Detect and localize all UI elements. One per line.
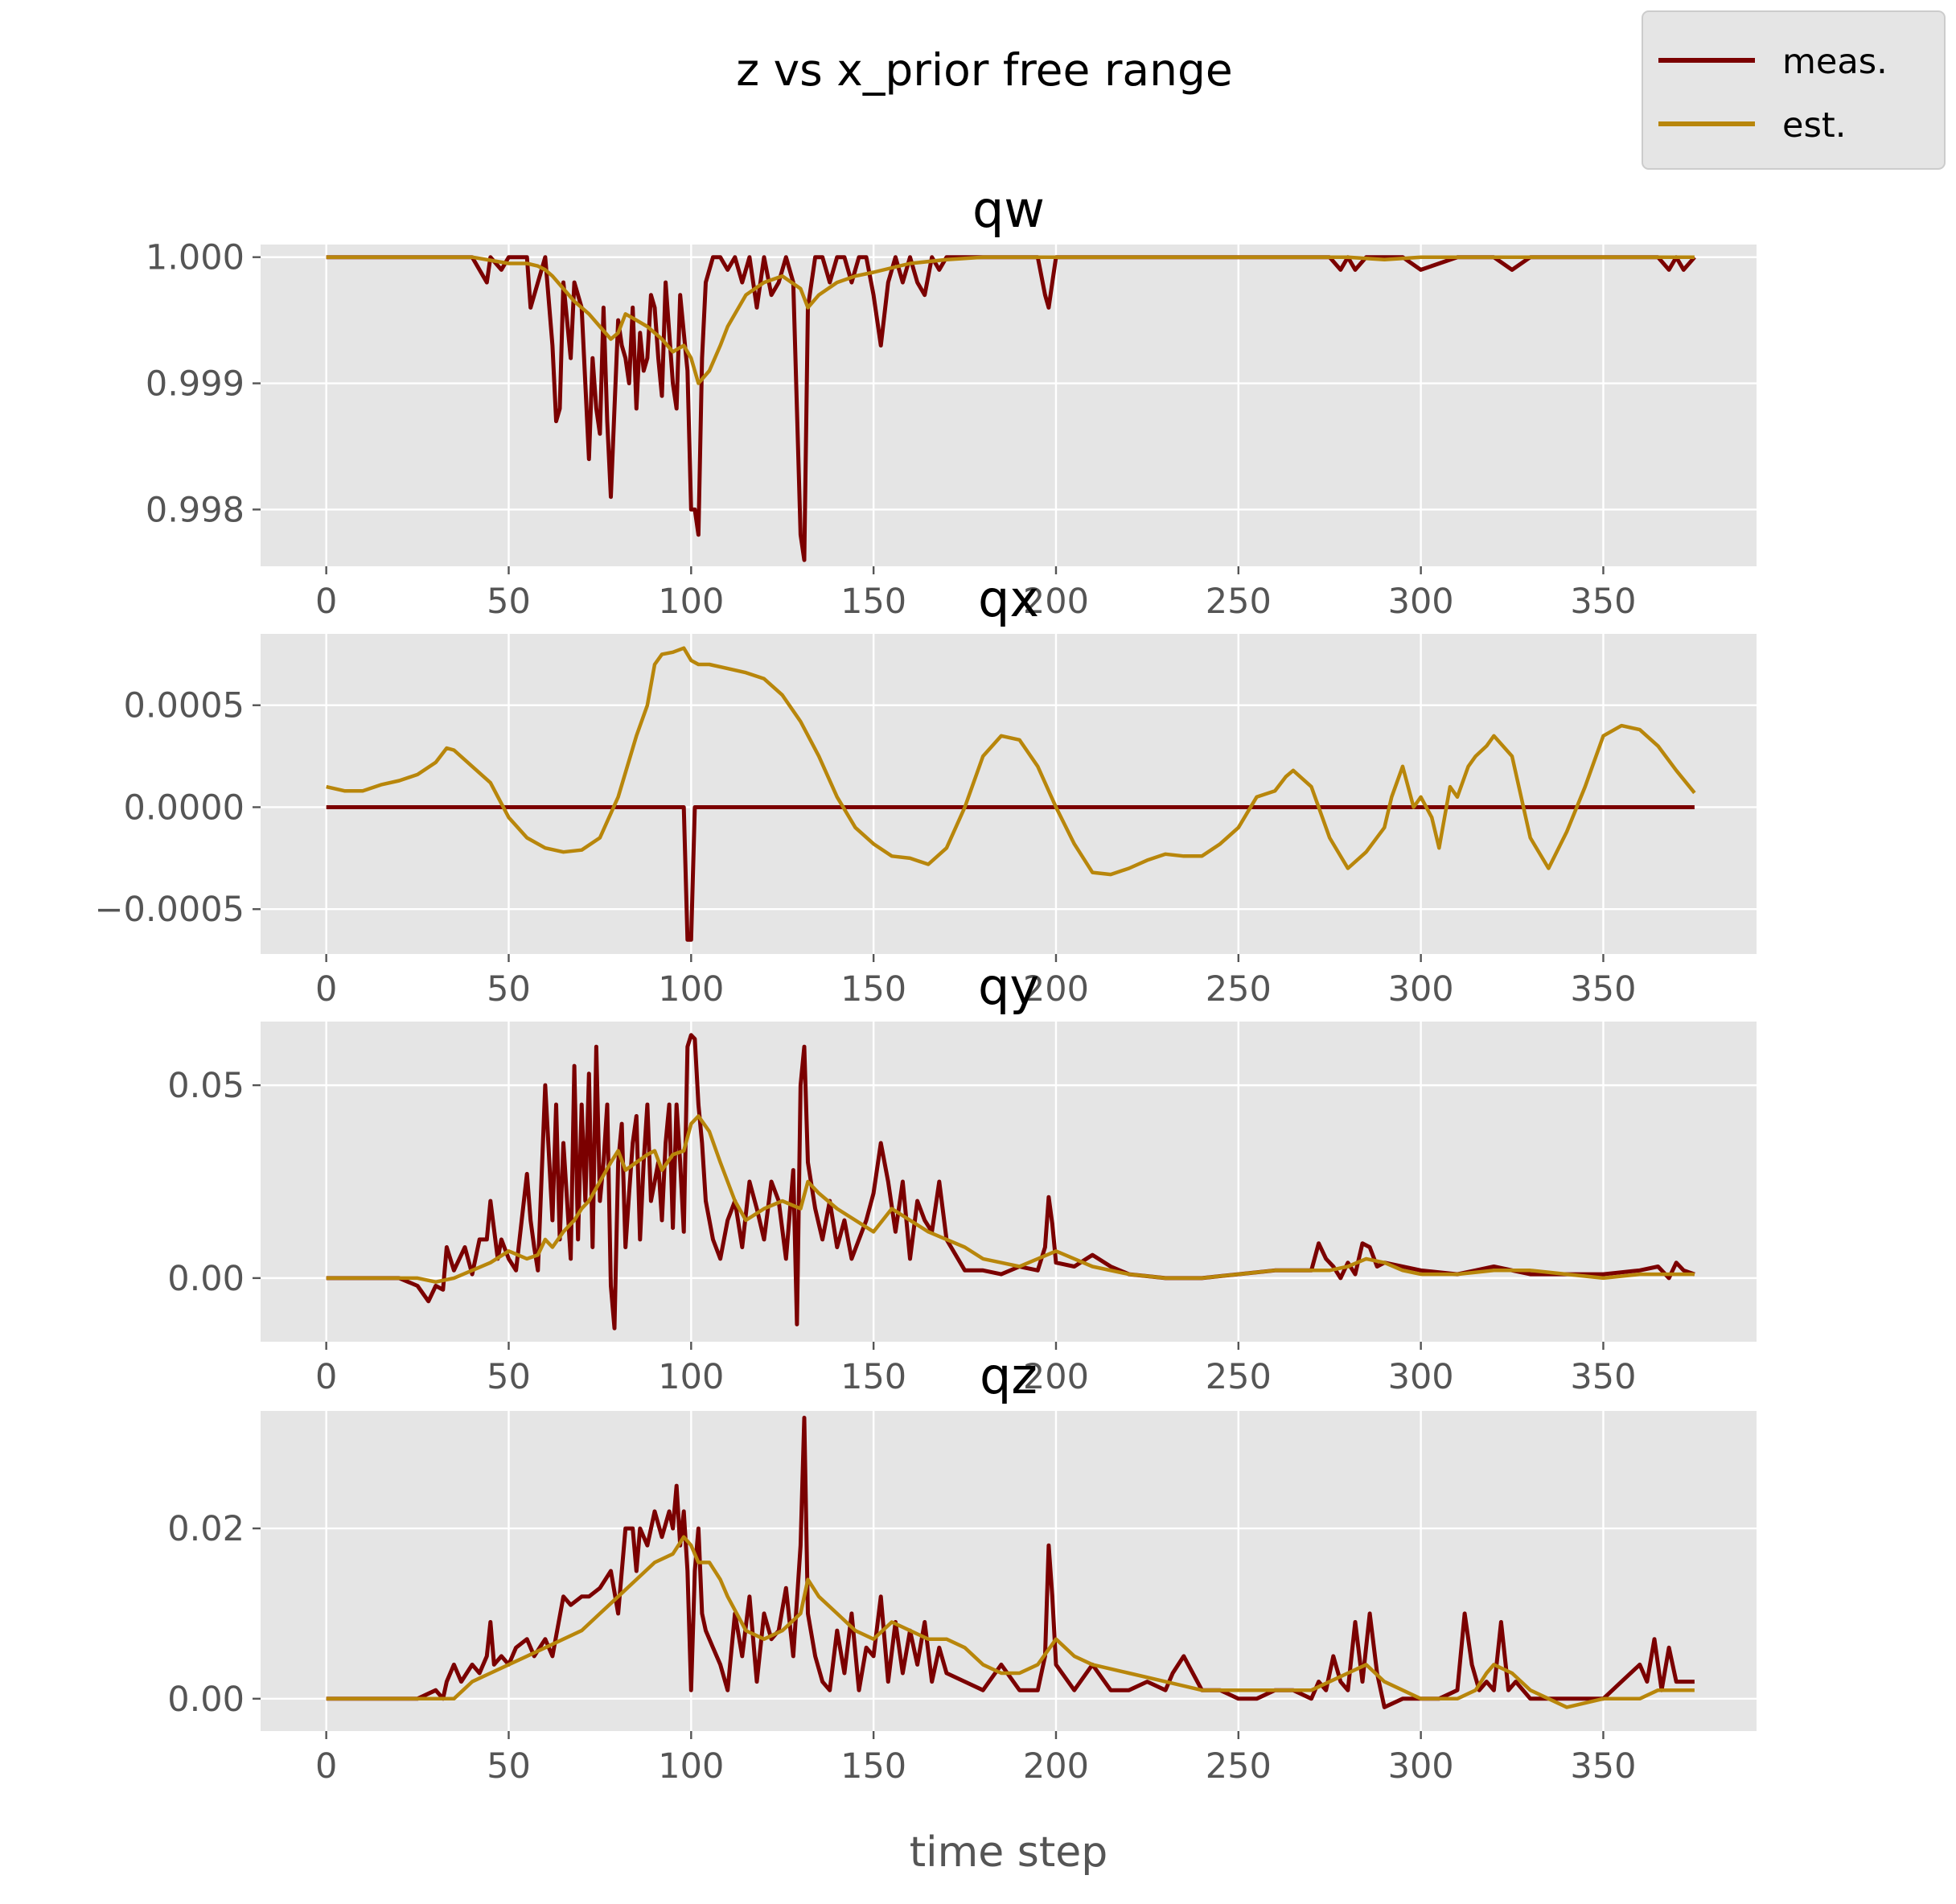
x-tick-label: 350 — [1570, 1357, 1636, 1397]
y-tick-label: 0.05 — [167, 1066, 244, 1106]
y-tick-label: −0.0005 — [95, 890, 245, 930]
subplot-title-qw: qw — [972, 180, 1045, 239]
plot-area-qy — [261, 1022, 1757, 1342]
x-tick-label: 350 — [1570, 582, 1636, 622]
y-tick-label: 1.000 — [146, 238, 244, 278]
x-tick-label: 100 — [658, 1357, 724, 1397]
x-axis-label: time step — [910, 1828, 1108, 1877]
x-tick-label: 100 — [658, 1746, 724, 1787]
x-tick-label: 250 — [1206, 1746, 1272, 1787]
x-tick-label: 250 — [1206, 969, 1272, 1010]
x-tick-label: 300 — [1388, 1357, 1454, 1397]
legend-label-est: est. — [1782, 105, 1846, 146]
subplot-qz: 0 50 100 150 200 250 300 350 0.00 0.02 qz — [167, 1347, 1757, 1787]
legend: meas. est. — [1642, 11, 1945, 169]
subplot-title-qy: qy — [978, 957, 1039, 1016]
x-tick-label: 0 — [315, 1746, 337, 1787]
plot-area-qz — [261, 1411, 1757, 1731]
x-tick-label: 100 — [658, 582, 724, 622]
x-tick-label: 0 — [315, 582, 337, 622]
plot-area-qw — [261, 245, 1757, 566]
subplot-title-qx: qx — [978, 570, 1039, 628]
x-tick-label: 300 — [1388, 1746, 1454, 1787]
x-tick-label: 50 — [487, 969, 531, 1010]
x-tick-label: 150 — [840, 1746, 906, 1787]
y-tick-label: 0.00 — [167, 1259, 244, 1299]
x-tick-label: 300 — [1388, 582, 1454, 622]
y-tick-label: 0.998 — [146, 490, 244, 530]
y-tick-label: 0.02 — [167, 1509, 244, 1549]
y-tick-label: 0.0005 — [124, 686, 244, 726]
legend-label-meas: meas. — [1782, 42, 1888, 82]
x-tick-label: 0 — [315, 969, 337, 1010]
subplot-title-qz: qz — [980, 1347, 1038, 1405]
x-tick-label: 350 — [1570, 969, 1636, 1010]
x-tick-label: 50 — [487, 1357, 531, 1397]
x-tick-label: 0 — [315, 1357, 337, 1397]
x-tick-label: 350 — [1570, 1746, 1636, 1787]
x-tick-label: 200 — [1023, 1746, 1089, 1787]
x-tick-label: 300 — [1388, 969, 1454, 1010]
x-tick-label: 250 — [1206, 582, 1272, 622]
x-tick-label: 150 — [840, 969, 906, 1010]
subplot-qx: 0 50 100 150 200 250 300 350−0.00050.00000.0005… — [95, 570, 1757, 1010]
figure-title: z vs x_prior free range — [736, 44, 1233, 96]
x-tick-label: 50 — [487, 582, 531, 622]
x-tick-label: 150 — [840, 582, 906, 622]
y-tick-label: 0.00 — [167, 1680, 244, 1720]
x-tick-label: 250 — [1206, 1357, 1272, 1397]
x-tick-label: 100 — [658, 969, 724, 1010]
y-tick-label: 0.0000 — [124, 788, 244, 828]
x-tick-label: 150 — [840, 1357, 906, 1397]
y-tick-label: 0.999 — [146, 364, 244, 405]
plot-area-qx — [261, 634, 1757, 954]
x-tick-label: 50 — [487, 1746, 531, 1787]
